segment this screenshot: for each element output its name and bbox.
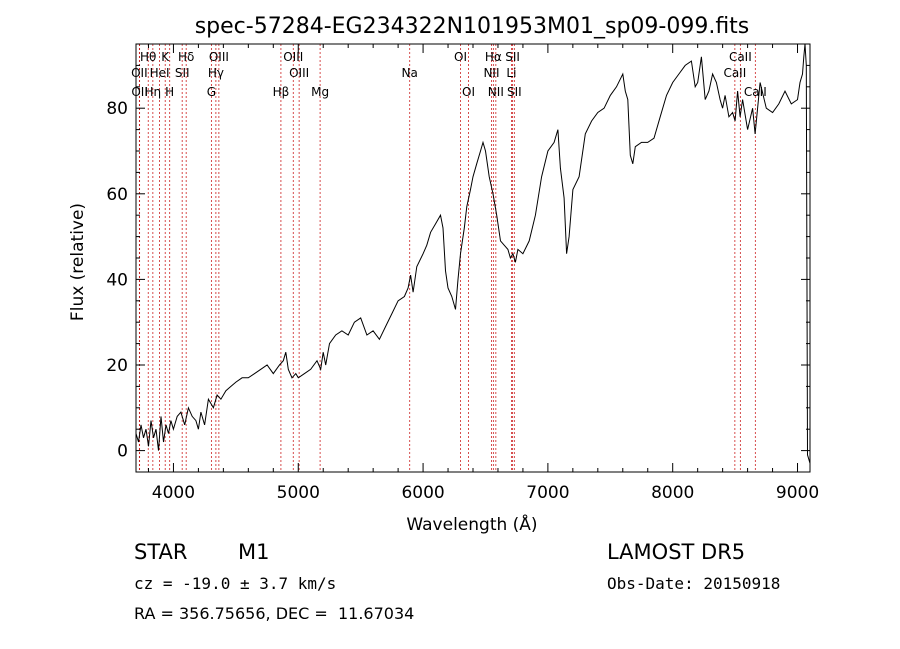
line-label-13: OIII: [289, 66, 309, 80]
line-label-8: CaII: [729, 50, 752, 64]
line-label-16: CaII: [723, 66, 746, 80]
x-tick-label: 5000: [277, 483, 320, 503]
line-label-10: HeI: [150, 66, 170, 80]
y-axis-label: Flux (relative): [68, 203, 88, 321]
line-label-2: Hδ: [178, 50, 194, 64]
y-tick-label: 60: [106, 185, 128, 205]
line-label-14: NII: [483, 66, 499, 80]
line-label-11: SII: [175, 66, 190, 80]
line-label-25: NII: [488, 85, 504, 99]
spectrum-series-line: [135, 43, 811, 464]
x-tick-label: 8000: [651, 483, 694, 503]
line-label-24: OI: [462, 85, 475, 99]
x-tick-label: 6000: [401, 483, 444, 503]
survey-name: LAMOST DR5: [607, 540, 746, 564]
line-label-0: Hθ: [140, 50, 156, 64]
y-tick-label: 40: [106, 270, 128, 290]
line-label-3: OIII: [209, 50, 229, 64]
spectral-line-markers: [138, 44, 756, 472]
line-label-5: OI: [454, 50, 467, 64]
y-tick-label: 80: [106, 99, 128, 119]
line-label-9: OII: [131, 66, 148, 80]
object-class: STAR: [134, 540, 188, 564]
line-label-7: SII: [505, 50, 520, 64]
redshift-value: cz = -19.0 ± 3.7 km/s: [134, 574, 337, 593]
x-axis-label: Wavelength (Å): [406, 513, 537, 535]
line-label-17: OII: [131, 85, 148, 99]
line-label-18: Hη: [145, 85, 162, 99]
x-tick-label: 4000: [152, 483, 195, 503]
line-label-22: Mg: [311, 85, 329, 99]
line-label-23: Na: [402, 66, 418, 80]
x-tick-label: 9000: [776, 483, 819, 503]
y-axis-ticks: 0 20 40 60 80: [106, 43, 810, 473]
plot-frame: [135, 43, 811, 473]
line-label-19: H: [165, 85, 174, 99]
object-subclass: M1: [238, 540, 270, 564]
line-label-6: Hα: [485, 50, 502, 64]
x-axis-ticks: 4000 5000 6000 7000 8000 9000: [147, 44, 819, 503]
line-label-26: SII: [507, 85, 522, 99]
line-label-20: G: [207, 85, 216, 99]
chart-title: spec-57284-EG234322N101953M01_sp09-099.f…: [195, 14, 750, 39]
x-tick-label: 7000: [526, 483, 569, 503]
observation-date: Obs-Date: 20150918: [607, 574, 781, 593]
y-tick-label: 0: [117, 442, 128, 462]
y-tick-label: 20: [106, 356, 128, 376]
line-label-1: K: [161, 50, 170, 64]
line-label-21: Hβ: [273, 85, 290, 99]
line-label-12: Hγ: [208, 66, 224, 80]
line-label-15: Li: [506, 66, 516, 80]
coordinates: RA = 356.75656, DEC = 11.67034: [134, 604, 415, 623]
line-label-4: OIII: [283, 50, 303, 64]
